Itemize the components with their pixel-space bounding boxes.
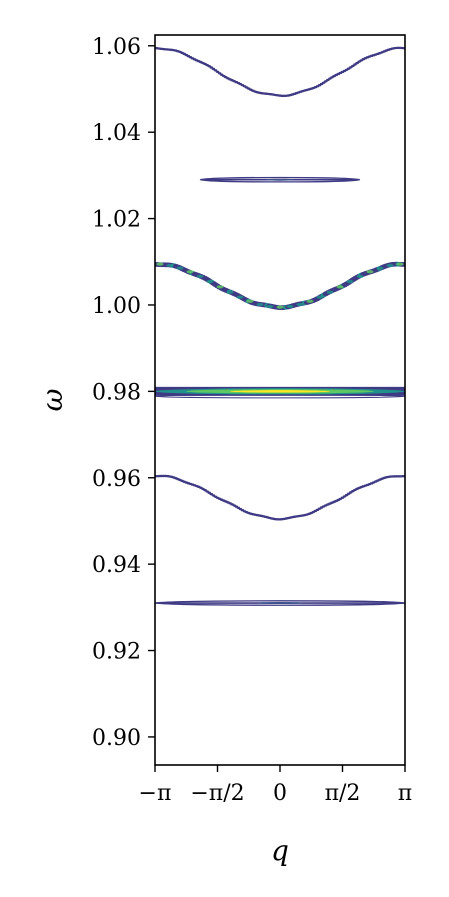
plot-area <box>155 46 405 606</box>
band-hotspot <box>156 262 164 266</box>
band-hotspot <box>226 290 234 294</box>
band-hotspot <box>316 295 324 299</box>
x-tick-label: −π <box>139 781 172 806</box>
flat-band-peak <box>230 390 330 393</box>
band-hotspot <box>166 263 174 268</box>
band-hotspot <box>326 290 334 294</box>
flat-band-peak <box>257 602 303 605</box>
band-hotspot <box>186 270 194 274</box>
flat-band <box>199 176 361 183</box>
band-hotspot <box>176 266 184 270</box>
x-tick-label: π/2 <box>325 781 361 806</box>
y-tick-label: 1.02 <box>92 208 141 233</box>
band-hotspot <box>386 263 394 268</box>
flat-band-contour <box>155 600 405 606</box>
y-tick-label: 1.04 <box>92 121 141 146</box>
flat-band <box>155 600 405 606</box>
band-hotspot <box>296 302 304 307</box>
band-hotspot <box>366 270 374 274</box>
y-tick-label: 0.92 <box>92 640 141 665</box>
flat-band-peak <box>265 178 295 181</box>
band-hotspot <box>346 279 354 284</box>
y-axis-label: ω <box>36 388 69 411</box>
y-tick-label: 0.94 <box>92 553 141 578</box>
band-hotspot <box>396 262 404 266</box>
flat-band <box>155 386 405 399</box>
dispersive-band <box>155 46 405 98</box>
x-tick-label: 0 <box>273 781 287 806</box>
dispersive-band <box>155 261 405 311</box>
x-axis-label: q <box>271 834 289 867</box>
dispersive-band <box>155 474 405 521</box>
y-tick-label: 0.96 <box>92 467 141 492</box>
flat-band-contour <box>155 394 405 399</box>
y-tick-label: 1.00 <box>92 294 141 319</box>
band-hotspot <box>266 304 274 309</box>
band-hotspot <box>286 304 294 309</box>
band-hotspot <box>306 299 314 303</box>
band-hotspot <box>256 302 264 307</box>
band-hotspot <box>376 266 384 270</box>
band-hotspot <box>276 305 284 309</box>
x-tick-label: π <box>398 781 412 806</box>
axes-frame <box>154 34 406 766</box>
band-hotspot <box>196 274 204 278</box>
band-hotspot <box>216 285 224 289</box>
y-tick-label: 0.98 <box>92 380 141 405</box>
y-tick-label: 0.90 <box>92 726 141 751</box>
y-tick-label: 1.06 <box>92 35 141 60</box>
band-hotspot <box>236 295 244 299</box>
band-hotspot <box>206 279 214 284</box>
y-axis: 0.90 0.92 0.94 0.96 0.98 1.00 1.02 1.04 1.06 <box>92 35 155 751</box>
band-hotspot <box>246 299 254 303</box>
x-tick-label: −π/2 <box>190 781 244 806</box>
band-hotspot <box>336 285 344 289</box>
band-hotspot <box>356 274 364 278</box>
x-axis: −π −π/2 0 π/2 π <box>139 765 412 806</box>
